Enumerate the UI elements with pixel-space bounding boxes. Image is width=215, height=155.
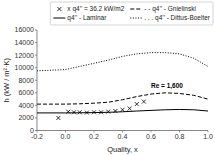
- x-tick-label: 0.8: [175, 133, 185, 140]
- data-point: [92, 110, 96, 114]
- x-tick-label: 0.4: [118, 133, 128, 140]
- y-tick-label: 2000: [18, 114, 34, 121]
- y-tick-label: 6000: [18, 89, 34, 96]
- legend: x q4’’ = 36.2 kW/m2q4’’ - Laminar - - q4’…: [50, 2, 213, 25]
- data-point: [66, 110, 70, 114]
- legend-line: [130, 9, 142, 10]
- data-point: [85, 111, 89, 115]
- data-point: [99, 110, 103, 114]
- legend-label: q4’’ - Laminar: [67, 14, 107, 22]
- chart: 0200040006000800010000120001400016000-0.…: [0, 0, 215, 155]
- x-axis-label: Quality, x: [107, 145, 138, 154]
- plot-area: [37, 53, 208, 120]
- y-tick-label: 10000: [15, 64, 35, 71]
- y-tick-label: 8000: [18, 77, 34, 84]
- x-tick-label: 0.6: [146, 133, 156, 140]
- data-point: [142, 100, 146, 104]
- y-axis: [36, 30, 37, 131]
- data-point: [56, 116, 60, 120]
- data-point: [128, 107, 132, 111]
- legend-label: x q4’’ = 36.2 kW/m2: [67, 5, 124, 13]
- legend-label: . . . q4’’ - Dittus-Boelter: [144, 14, 211, 22]
- y-axis-label: h (kW / m²·K): [2, 57, 11, 102]
- legend-marker: [57, 7, 61, 11]
- legend-frame: [50, 2, 213, 25]
- series-line: [37, 53, 208, 71]
- legend-line: [53, 18, 65, 19]
- x-tick-label: -0.2: [31, 133, 43, 140]
- y-tick-label: 12000: [15, 52, 35, 59]
- data-point: [78, 110, 82, 114]
- legend-label: - - q4’’ - Gnielinski: [144, 5, 196, 13]
- y-tick-label: 14000: [15, 39, 35, 46]
- x-tick-label: 1.0: [203, 133, 213, 140]
- data-point: [135, 102, 139, 106]
- data-point: [120, 108, 124, 112]
- x-tick-label: 0.2: [89, 133, 99, 140]
- x-tick-label: 0.0: [61, 133, 71, 140]
- data-point: [113, 109, 117, 113]
- data-point: [72, 110, 76, 114]
- y-tick-label: 16000: [15, 26, 35, 33]
- data-point: [106, 110, 110, 114]
- y-tick-label: 4000: [18, 102, 34, 109]
- legend-line: [130, 18, 142, 19]
- series-line: [37, 93, 208, 104]
- x-axis: [37, 130, 208, 131]
- annotation: Re = 1,600: [151, 82, 183, 90]
